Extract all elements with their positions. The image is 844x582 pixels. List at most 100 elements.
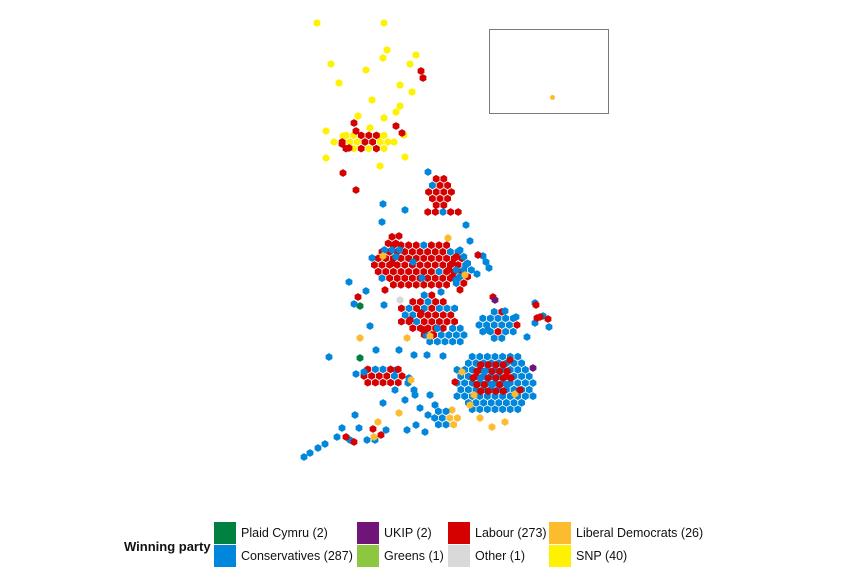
constituency-hex-conservative[interactable] [488,380,496,389]
constituency-hex-conservative[interactable] [426,391,434,399]
constituency-hex-conservative[interactable] [381,246,388,254]
constituency-hex-labour[interactable] [506,356,514,364]
constituency-hex-labour[interactable] [447,311,455,319]
constituency-hex-labour[interactable] [384,239,392,248]
constituency-hex-libdem[interactable] [407,376,415,384]
constituency-hex-conservative[interactable] [518,359,525,368]
constituency-hex-labour[interactable] [413,304,420,313]
constituency-hex-labour[interactable] [357,131,365,140]
constituency-hex-labour[interactable] [432,208,439,216]
constituency-hex-labour[interactable] [417,309,425,317]
constituency-hex-labour[interactable] [373,144,380,153]
constituency-hex-labour[interactable] [419,74,427,82]
constituency-hex-labour[interactable] [417,67,425,75]
constituency-hex-conservative[interactable] [484,326,492,334]
constituency-hex-labour[interactable] [513,321,521,329]
constituency-hex-labour[interactable] [432,297,439,306]
constituency-hex-conservative[interactable] [498,334,506,343]
constituency-hex-labour[interactable] [440,188,448,196]
constituency-hex-libdem[interactable] [370,433,378,441]
constituency-hex-labour[interactable] [473,367,481,376]
constituency-hex-labour[interactable] [345,144,353,152]
constituency-hex-labour[interactable] [369,138,376,146]
constituency-hex-labour[interactable] [428,304,436,313]
constituency-hex-conservative[interactable] [453,392,461,401]
constituency-hex-labour[interactable] [507,374,515,382]
constituency-hex-other[interactable] [396,296,404,304]
constituency-hex-snp[interactable] [365,144,373,153]
constituency-hex-labour[interactable] [409,324,417,333]
constituency-hex-conservative[interactable] [431,414,438,422]
constituency-hex-conservative[interactable] [514,352,522,361]
constituency-hex-libdem[interactable] [476,414,484,422]
constituency-hex-conservative[interactable] [498,321,506,329]
constituency-hex-conservative[interactable] [522,392,529,401]
constituency-hex-conservative[interactable] [479,327,487,336]
constituency-hex-conservative[interactable] [378,218,386,226]
constituency-hex-conservative[interactable] [424,297,432,306]
constituency-hex-conservative[interactable] [435,267,443,276]
constituency-hex-conservative[interactable] [437,288,445,296]
constituency-hex-conservative[interactable] [395,346,403,354]
constituency-hex-labour[interactable] [394,365,402,374]
constituency-hex-conservative[interactable] [481,367,488,376]
constituency-hex-labour[interactable] [424,208,432,216]
constituency-hex-labour[interactable] [488,367,496,376]
constituency-hex-labour[interactable] [369,425,377,433]
constituency-hex-labour[interactable] [398,317,405,326]
constituency-hex-labour[interactable] [451,378,459,386]
constituency-hex-labour[interactable] [444,181,451,190]
constituency-hex-conservative[interactable] [362,287,370,295]
constituency-hex-labour[interactable] [440,201,448,210]
constituency-hex-conservative[interactable] [379,399,387,407]
constituency-hex-conservative[interactable] [382,426,390,434]
constituency-hex-conservative[interactable] [514,365,522,374]
constituency-hex-conservative[interactable] [379,200,387,208]
constituency-hex-snp[interactable] [376,162,384,170]
constituency-hex-labour[interactable] [454,208,462,216]
constituency-hex-conservative[interactable] [321,440,329,448]
constituency-hex-labour[interactable] [496,380,503,389]
constituency-hex-libdem[interactable] [448,406,456,414]
constituency-hex-conservative[interactable] [410,351,418,359]
constituency-hex-conservative[interactable] [411,391,419,399]
constituency-hex-conservative[interactable] [439,352,447,360]
constituency-hex-labour[interactable] [443,317,451,326]
constituency-hex-labour[interactable] [439,324,447,333]
constituency-hex-conservative[interactable] [452,276,460,284]
constituency-hex-conservative[interactable] [490,307,498,316]
constituency-hex-snp[interactable] [368,96,376,104]
constituency-hex-labour[interactable] [405,280,412,289]
constituency-hex-conservative[interactable] [484,352,491,361]
constituency-hex-labour[interactable] [383,372,391,380]
constituency-hex-conservative[interactable] [405,304,413,313]
constituency-hex-conservative[interactable] [442,420,450,429]
constituency-hex-labour[interactable] [342,433,350,441]
constituency-hex-labour[interactable] [532,301,540,309]
constituency-hex-labour[interactable] [439,297,447,306]
constituency-hex-labour[interactable] [420,280,428,289]
constituency-hex-snp[interactable] [408,88,416,96]
constituency-hex-conservative[interactable] [434,337,441,346]
constituency-hex-labour[interactable] [428,291,436,300]
constituency-hex-conservative[interactable] [372,346,380,354]
constituency-hex-conservative[interactable] [485,264,493,272]
constituency-hex-conservative[interactable] [439,208,447,216]
constituency-hex-conservative[interactable] [372,365,379,374]
constituency-hex-snp[interactable] [380,114,388,122]
constituency-hex-conservative[interactable] [434,324,441,333]
constituency-hex-labour[interactable] [393,261,401,269]
constituency-hex-conservative[interactable] [443,304,451,313]
constituency-hex-conservative[interactable] [412,421,420,429]
constituency-hex-labour[interactable] [443,254,450,263]
constituency-hex-labour[interactable] [412,280,420,289]
constituency-hex-labour[interactable] [432,174,440,183]
constituency-hex-conservative[interactable] [456,337,464,346]
constituency-hex-labour[interactable] [392,239,400,248]
constituency-hex-conservative[interactable] [506,405,514,414]
constituency-hex-conservative[interactable] [360,368,368,376]
constituency-hex-conservative[interactable] [522,365,529,374]
constituency-hex-labour[interactable] [372,378,379,387]
constituency-hex-labour[interactable] [354,293,362,301]
constituency-hex-conservative[interactable] [494,314,502,323]
